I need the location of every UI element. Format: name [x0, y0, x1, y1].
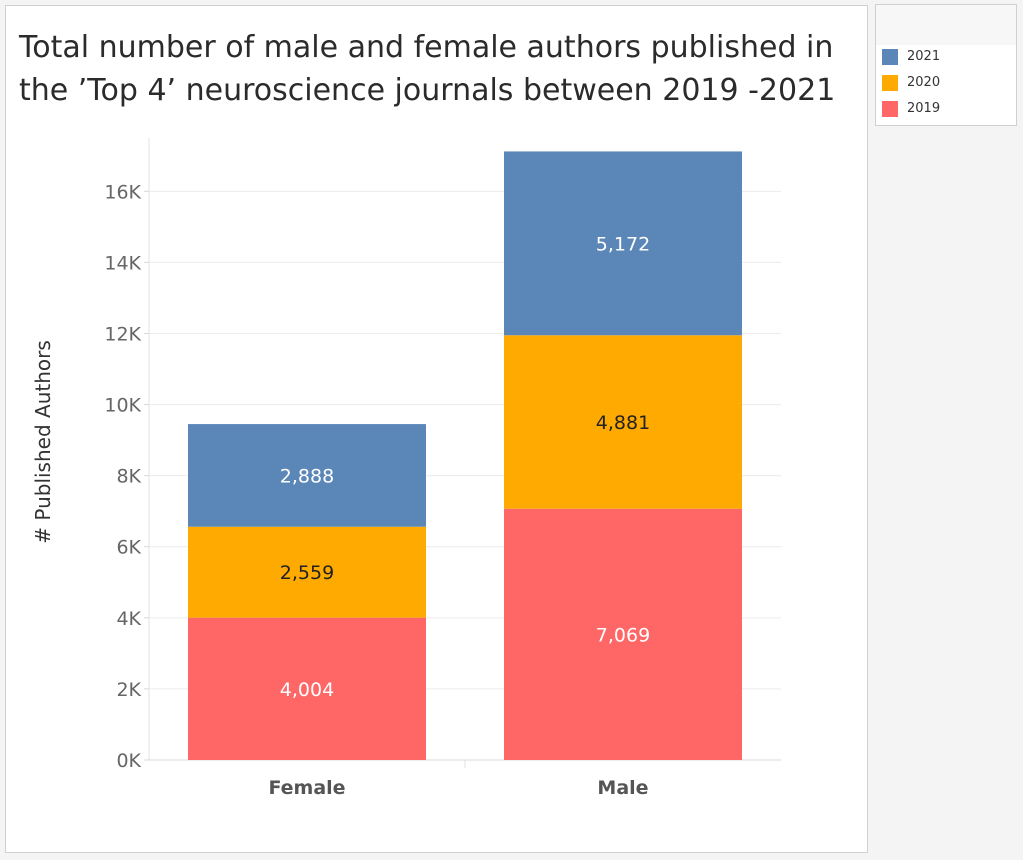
y-tick-label: 12K: [104, 323, 141, 345]
y-tick-label: 4K: [116, 608, 141, 630]
legend-label: 2021: [907, 49, 941, 64]
chart-panel: Total number of male and female authors …: [5, 5, 868, 853]
stacked-bar-chart: 0K 2K 4K 6K 8K 10K 12K 14K 16K 4,004 2,559 2,888 Fem…: [31, 138, 781, 799]
bar-female-2020: [188, 526, 426, 618]
bar-male-2021: [504, 151, 742, 336]
x-category-label: Female: [268, 777, 345, 799]
x-category-label: Male: [597, 777, 648, 799]
legend-swatch: [882, 75, 898, 91]
legend-label: 2020: [907, 75, 941, 90]
y-tick-label: 2K: [116, 679, 141, 701]
legend-swatch: [882, 101, 898, 117]
legend: 2021 2020 2019: [875, 4, 1017, 126]
data-label-male-2019: 7,069: [596, 624, 650, 646]
bar-female-2021: [188, 424, 426, 527]
legend-items: 2021 2020 2019: [876, 45, 1016, 125]
y-tick-label: 16K: [104, 181, 141, 203]
data-label-female-2021: 2,888: [280, 465, 334, 487]
data-label-male-2020: 4,881: [596, 412, 650, 434]
y-tick-label: 14K: [104, 252, 141, 274]
y-tick-label: 6K: [116, 537, 141, 559]
bar-male-2020: [504, 335, 742, 509]
bar-female-2019: [188, 617, 426, 760]
y-tick-label: 10K: [104, 395, 141, 417]
chart-title: Total number of male and female authors …: [19, 30, 836, 108]
data-label-female-2019: 4,004: [280, 679, 334, 701]
bar-male-2019: [504, 508, 742, 760]
y-tick-label: 8K: [116, 466, 141, 488]
data-label-male-2021: 5,172: [596, 233, 650, 255]
y-axis-title: # Published Authors: [31, 340, 55, 544]
y-tick-label: 0K: [116, 750, 141, 772]
legend-swatch: [882, 49, 898, 65]
data-label-female-2020: 2,559: [280, 562, 334, 584]
legend-label: 2019: [907, 101, 941, 116]
